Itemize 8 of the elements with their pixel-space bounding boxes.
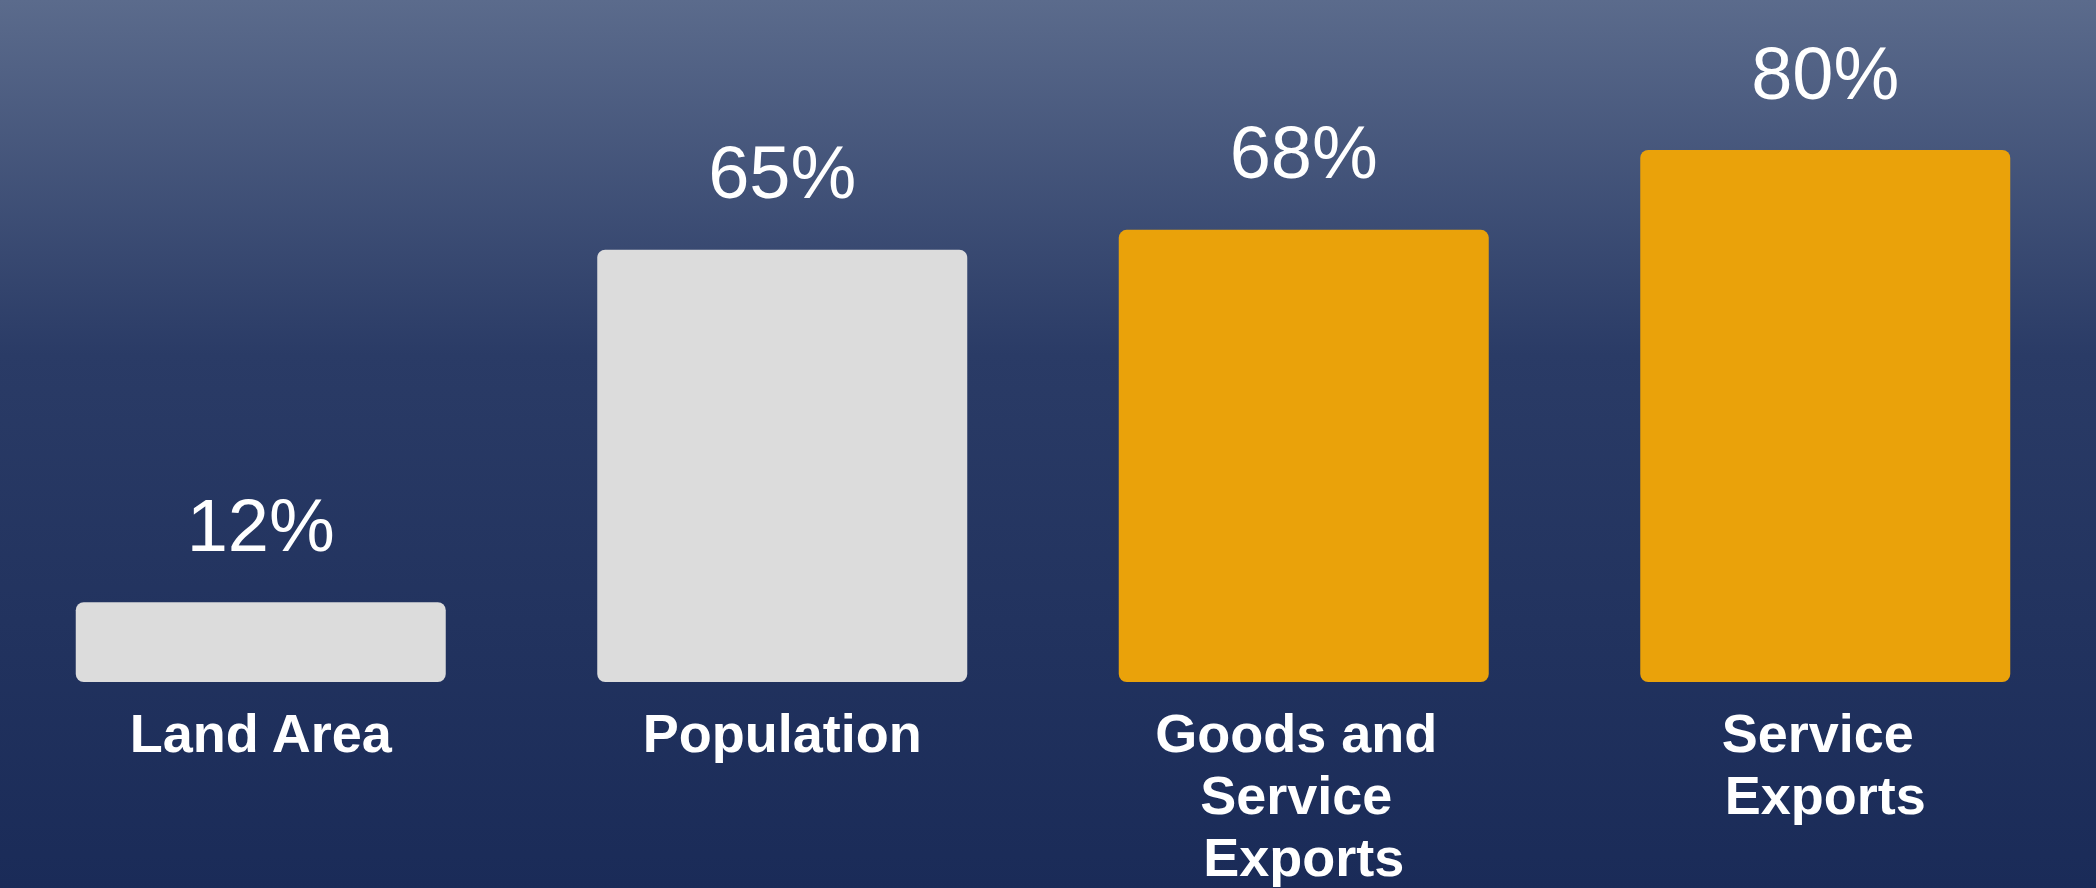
- data-label: 12%: [186, 483, 335, 567]
- x-tick-label: Land Area: [129, 703, 393, 763]
- x-tick-label: Service Exports: [1721, 703, 1929, 825]
- data-label: 80%: [1751, 31, 1900, 115]
- x-tick-label: Population: [642, 703, 922, 763]
- data-label: 68%: [1229, 111, 1378, 195]
- data-label: 65%: [708, 131, 857, 215]
- x-tick-label: Goods and Service Exports: [1155, 703, 1453, 887]
